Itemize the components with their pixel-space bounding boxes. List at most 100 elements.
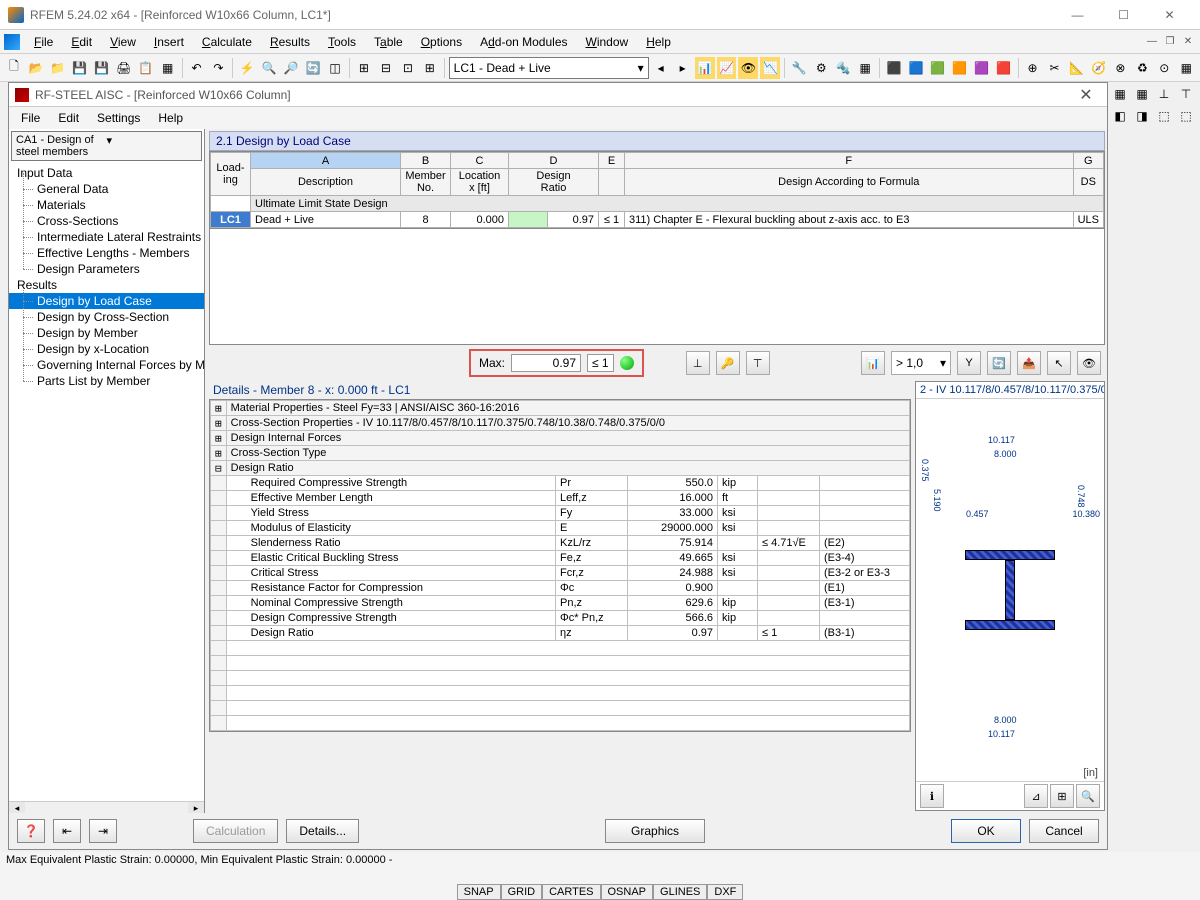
case-combo[interactable]: CA1 - Design of steel members▾ — [11, 131, 202, 161]
rt6-icon[interactable]: ◨ — [1132, 106, 1152, 126]
tree-design-cs[interactable]: Design by Cross-Section — [9, 309, 204, 325]
m1-icon[interactable]: 🔧 — [789, 57, 809, 79]
detail-row[interactable]: Resistance Factor for CompressionΦc0.900… — [211, 581, 910, 596]
col-b[interactable]: B — [401, 153, 451, 169]
dh-material[interactable]: Material Properties - Steel Fy=33 | ANSI… — [226, 401, 909, 416]
filter1-icon[interactable]: ⊥ — [686, 351, 710, 375]
info-icon[interactable]: ℹ — [920, 784, 944, 808]
mdi-close-icon[interactable]: ✕ — [1180, 35, 1196, 49]
detail-row[interactable]: Nominal Compressive StrengthPn,z629.6kip… — [211, 596, 910, 611]
menu-addon[interactable]: Add-on Modules — [472, 33, 575, 51]
mdi-restore-icon[interactable]: ❐ — [1162, 35, 1178, 49]
tree-design-member[interactable]: Design by Member — [9, 325, 204, 341]
refresh-icon[interactable]: 🔄 — [303, 57, 323, 79]
n3-icon[interactable]: 🟩 — [928, 57, 948, 79]
tree-design-loadcase[interactable]: Design by Load Case — [9, 293, 204, 309]
detail-row[interactable]: Elastic Critical Buckling StressFe,z49.6… — [211, 551, 910, 566]
menu-insert[interactable]: Insert — [146, 33, 192, 51]
o6-icon[interactable]: ♻ — [1132, 57, 1152, 79]
calculation-button[interactable]: Calculation — [193, 819, 278, 843]
close-button[interactable]: ✕ — [1147, 1, 1192, 29]
next-icon[interactable]: ▸ — [673, 57, 693, 79]
i4-icon[interactable]: 📉 — [760, 57, 780, 79]
csbtn3-icon[interactable]: 🔍 — [1076, 784, 1100, 808]
o2-icon[interactable]: ✂ — [1045, 57, 1065, 79]
rt1-icon[interactable]: ▦ — [1110, 84, 1130, 104]
snap-glines[interactable]: GLINES — [653, 884, 707, 900]
minimize-button[interactable]: — — [1055, 1, 1100, 29]
rt7-icon[interactable]: ⬚ — [1154, 106, 1174, 126]
col-a[interactable]: A — [251, 153, 401, 169]
tree-design-xloc[interactable]: Design by x-Location — [9, 341, 204, 357]
col-e[interactable]: E — [599, 153, 625, 169]
dmenu-file[interactable]: File — [13, 109, 48, 127]
menu-tools[interactable]: Tools — [320, 33, 364, 51]
search-icon[interactable]: 🔍 — [259, 57, 279, 79]
o4-icon[interactable]: 🧭 — [1088, 57, 1108, 79]
details-button[interactable]: Details... — [286, 819, 359, 843]
new-icon[interactable]: 🗋 — [4, 57, 24, 79]
y-icon[interactable]: Y — [957, 351, 981, 375]
dh-cs[interactable]: Cross-Section Properties - IV 10.117/8/0… — [226, 416, 909, 431]
detail-row[interactable]: Slenderness RatioKzL/rz75.914≤ 4.71√E(E2… — [211, 536, 910, 551]
snap-grid[interactable]: GRID — [501, 884, 543, 900]
zoomall-icon[interactable]: 🔎 — [281, 57, 301, 79]
snap-cartes[interactable]: CARTES — [542, 884, 600, 900]
maximize-button[interactable]: ☐ — [1101, 1, 1146, 29]
menu-table[interactable]: Table — [366, 33, 411, 51]
filter2-icon[interactable]: 🔑 — [716, 351, 740, 375]
graphics-button[interactable]: Graphics — [605, 819, 705, 843]
dmenu-edit[interactable]: Edit — [50, 109, 87, 127]
dialog-close-button[interactable]: ✕ — [1071, 85, 1101, 105]
rt8-icon[interactable]: ⬚ — [1176, 106, 1196, 126]
open2-icon[interactable]: 📁 — [48, 57, 68, 79]
n1-icon[interactable]: ⬛ — [884, 57, 904, 79]
o7-icon[interactable]: ⊙ — [1154, 57, 1174, 79]
tree-partslist[interactable]: Parts List by Member — [9, 373, 204, 389]
eye-icon[interactable]: 👁 — [1077, 351, 1101, 375]
m2-icon[interactable]: ⚙ — [811, 57, 831, 79]
dh-cstype[interactable]: Cross-Section Type — [226, 446, 909, 461]
detail-row[interactable]: Required Compressive StrengthPr550.0kip — [211, 476, 910, 491]
redo-icon[interactable]: ↷ — [208, 57, 228, 79]
detail-row[interactable]: Critical StressFcr,z24.988ksi(E3-2 or E3… — [211, 566, 910, 581]
open-icon[interactable]: 📂 — [26, 57, 46, 79]
snap-snap[interactable]: SNAP — [457, 884, 501, 900]
cancel-button[interactable]: Cancel — [1029, 819, 1099, 843]
csbtn1-icon[interactable]: ⊿ — [1024, 784, 1048, 808]
menu-calculate[interactable]: Calculate — [194, 33, 260, 51]
snap-dxf[interactable]: DXF — [707, 884, 743, 900]
prev-icon[interactable]: ◂ — [651, 57, 671, 79]
tree-hscroll[interactable]: ◂▸ — [9, 801, 204, 813]
grid4-icon[interactable]: ⊞ — [420, 57, 440, 79]
i2-icon[interactable]: 📈 — [717, 57, 737, 79]
chart-icon[interactable]: 📊 — [861, 351, 885, 375]
col-c[interactable]: C — [451, 153, 509, 169]
detail-row[interactable]: Design Compressive StrengthΦc* Pn,z566.6… — [211, 611, 910, 626]
pick-icon[interactable]: ↖ — [1047, 351, 1071, 375]
saveas-icon[interactable]: 💾 — [92, 57, 112, 79]
grid2-icon[interactable]: ⊟ — [376, 57, 396, 79]
tree-materials[interactable]: Materials — [9, 197, 204, 213]
prev-page-button[interactable]: ⇤ — [53, 819, 81, 843]
tree-efflen[interactable]: Effective Lengths - Members — [9, 245, 204, 261]
filter3-icon[interactable]: ⊤ — [746, 351, 770, 375]
snap-osnap[interactable]: OSNAP — [601, 884, 654, 900]
detail-row[interactable]: Yield StressFy33.000ksi — [211, 506, 910, 521]
refresh2-icon[interactable]: 🔄 — [987, 351, 1011, 375]
col-d[interactable]: D — [509, 153, 599, 169]
detail-row[interactable]: Effective Member LengthLeff,z16.000ft — [211, 491, 910, 506]
menu-options[interactable]: Options — [413, 33, 470, 51]
help-button[interactable]: ❓ — [17, 819, 45, 843]
tree-general[interactable]: General Data — [9, 181, 204, 197]
grid3-icon[interactable]: ⊡ — [398, 57, 418, 79]
o1-icon[interactable]: ⊕ — [1023, 57, 1043, 79]
n2-icon[interactable]: 🟦 — [906, 57, 926, 79]
rt2-icon[interactable]: ▦ — [1132, 84, 1152, 104]
rt3-icon[interactable]: ⊥ — [1154, 84, 1174, 104]
export-icon[interactable]: 📤 — [1017, 351, 1041, 375]
view3d-icon[interactable]: ◫ — [325, 57, 345, 79]
tree-results[interactable]: Results — [9, 277, 204, 293]
col-g[interactable]: G — [1073, 153, 1103, 169]
loadcase-combo[interactable]: LC1 - Dead + Live▾ — [449, 57, 649, 79]
